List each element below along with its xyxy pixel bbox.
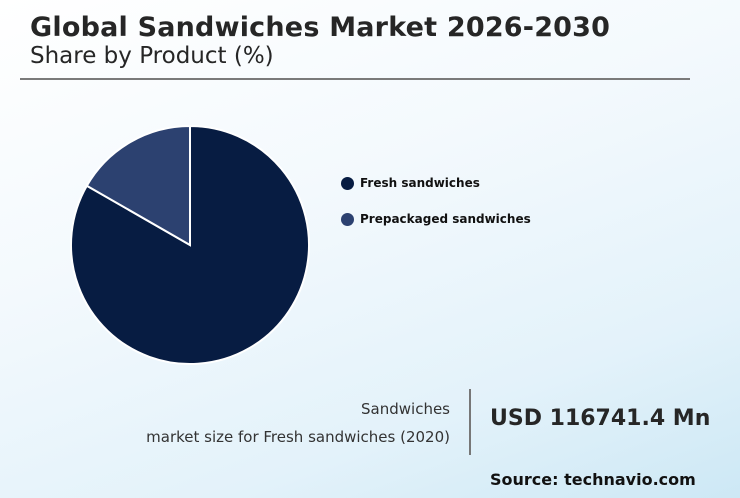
legend-item-prepackaged: Prepackaged sandwiches (341, 211, 531, 227)
stat-label-description: market size for Fresh sandwiches (2020) (146, 428, 450, 446)
legend-label: Fresh sandwiches (360, 176, 480, 190)
header-divider (20, 78, 690, 80)
stat-divider (469, 389, 471, 455)
legend-dot-icon (341, 176, 354, 190)
stat-label-segment: Sandwiches (361, 400, 450, 418)
pie-slice-fresh-sandwiches (70, 124, 310, 365)
legend: Fresh sandwiches Prepackaged sandwiches (341, 175, 531, 247)
legend-dot-icon (341, 212, 354, 226)
pie-slice-prepackaged-sandwiches (85, 124, 191, 247)
chart-title: Global Sandwiches Market 2026-2030 (30, 12, 611, 43)
legend-item-fresh: Fresh sandwiches (341, 175, 531, 191)
legend-label: Prepackaged sandwiches (360, 212, 531, 226)
market-size-value: USD 116741.4 Mn (490, 406, 711, 431)
chart-subtitle: Share by Product (%) (30, 43, 274, 69)
source-credit: Source: technavio.com (490, 470, 696, 489)
